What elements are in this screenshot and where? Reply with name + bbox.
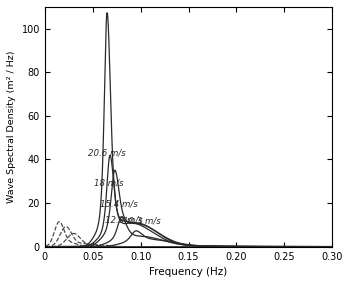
Y-axis label: Wave Spectral Density (m² / Hz): Wave Spectral Density (m² / Hz)	[7, 51, 16, 203]
Text: 12.9 m/s: 12.9 m/s	[105, 216, 143, 225]
X-axis label: Frequency (Hz): Frequency (Hz)	[149, 267, 228, 277]
Text: 20.6 m/s: 20.6 m/s	[88, 148, 126, 157]
Text: 10.3 m/s: 10.3 m/s	[123, 217, 161, 226]
Text: 15.4 m/s: 15.4 m/s	[100, 199, 138, 208]
Text: 18 m/s: 18 m/s	[94, 179, 123, 188]
